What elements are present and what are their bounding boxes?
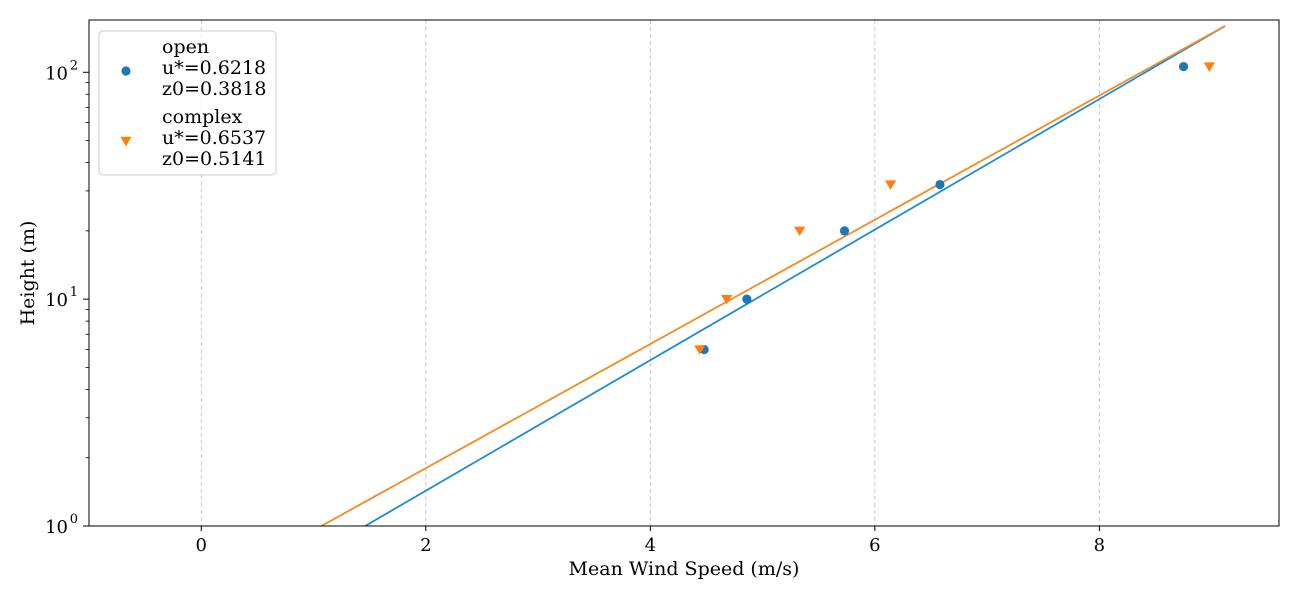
legend-label: open [162,36,209,58]
x-axis-title: Mean Wind Speed (m/s) [569,558,800,580]
open-legend-marker [121,66,131,76]
fit-lines [320,25,1226,526]
x-tick-label: 2 [420,535,431,556]
y-tick-base: 10 [45,290,68,311]
x-tick-label: 4 [645,535,656,556]
grid [200,20,1100,526]
data-points [694,61,1215,355]
x-tick-label: 8 [1094,535,1105,556]
legend-label: complex [162,106,243,128]
complex-data-point [794,226,806,237]
y-tick-exponent: 1 [70,285,78,300]
legend-label: u*=0.6537 [162,127,266,149]
y-tick-exponent: 2 [70,58,78,73]
x-tick-label: 0 [196,535,207,556]
y-axis-title: Height (m) [17,221,39,326]
open-data-point [839,226,850,236]
plot-frame [88,19,1280,527]
x-axis-ticks: 0 2 4 6 8 [196,526,1105,556]
complex-fit-line [320,25,1226,526]
y-tick-label: 10 [45,517,68,538]
legend-label: u*=0.6218 [162,57,266,79]
open-data-point [935,179,945,190]
y-tick-label: 10 [45,290,68,311]
open-data-point [1178,61,1189,72]
y-tick-base: 10 [45,63,68,84]
complex-data-point [884,180,897,190]
legend-label: z0=0.5141 [162,148,267,170]
open-data-point [742,294,752,304]
open-fit-line [364,25,1226,526]
legend-label: z0=0.3818 [162,78,267,100]
y-tick-label: 10 [45,63,68,84]
legend-box [98,30,277,176]
complex-data-point [694,345,706,355]
y-tick-exponent: 0 [70,512,78,527]
complex-data-point [721,294,733,305]
complex-legend-marker [120,136,132,147]
x-tick-label: 6 [869,535,880,556]
y-tick-base: 10 [45,517,68,538]
complex-data-point [1203,62,1215,72]
